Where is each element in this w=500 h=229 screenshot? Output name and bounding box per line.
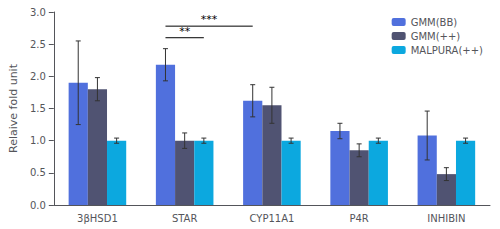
svg-text:CYP11A1: CYP11A1: [249, 213, 294, 224]
svg-text:3.0: 3.0: [30, 7, 46, 18]
svg-text:GMM(BB): GMM(BB): [411, 17, 458, 28]
svg-text:0.0: 0.0: [30, 200, 46, 211]
svg-text:STAR: STAR: [172, 213, 198, 224]
svg-text:3βHSD1: 3βHSD1: [77, 213, 118, 224]
svg-text:1.5: 1.5: [30, 103, 46, 114]
svg-text:**: **: [179, 25, 191, 38]
svg-text:2.0: 2.0: [30, 71, 46, 82]
svg-text:Relaive fold unit: Relaive fold unit: [7, 63, 20, 153]
svg-text:P4R: P4R: [349, 213, 368, 224]
svg-text:0.5: 0.5: [30, 167, 46, 178]
svg-text:1.0: 1.0: [30, 135, 46, 146]
svg-text:INHIBIN: INHIBIN: [427, 213, 465, 224]
svg-text:***: ***: [201, 13, 218, 26]
svg-text:2.5: 2.5: [30, 39, 46, 50]
svg-text:GMM(++): GMM(++): [411, 31, 461, 42]
svg-text:MALPURA(++): MALPURA(++): [411, 45, 483, 56]
